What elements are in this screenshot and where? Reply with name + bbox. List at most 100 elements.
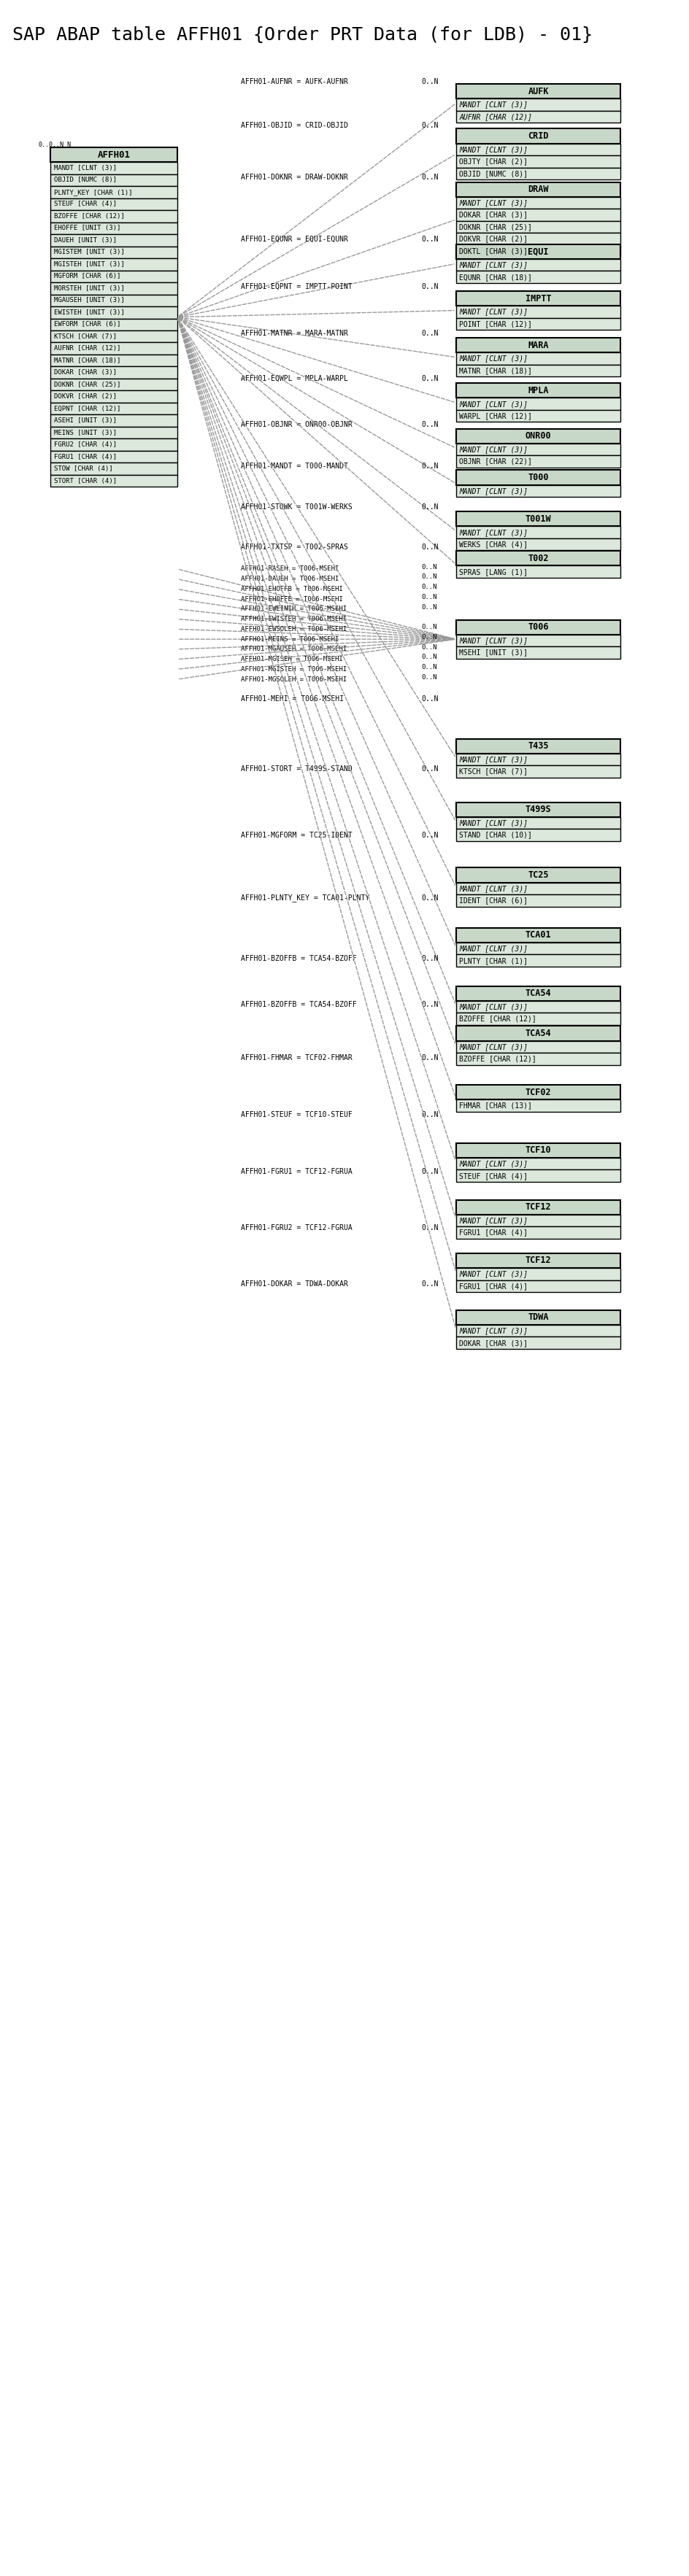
Text: 0..N: 0..N (421, 1110, 438, 1118)
Text: MANDT [CLNT (3)]: MANDT [CLNT (3)] (459, 1327, 527, 1334)
Text: 0..N: 0..N (421, 1167, 438, 1175)
Text: AFFH01-FGRU1 = TCF12-FGRUA: AFFH01-FGRU1 = TCF12-FGRUA (240, 1167, 352, 1175)
FancyBboxPatch shape (455, 999, 620, 1012)
Text: MANDT [CLNT (3)]: MANDT [CLNT (3)] (459, 1216, 527, 1224)
Text: AFFH01-FGRU2 = TCF12-FGRUA: AFFH01-FGRU2 = TCF12-FGRUA (240, 1224, 352, 1231)
Text: TC25: TC25 (527, 871, 548, 881)
Text: 0..N: 0..N (421, 644, 436, 652)
Text: AFFH01-FHMAR = TCF02-FHMAR: AFFH01-FHMAR = TCF02-FHMAR (240, 1054, 352, 1061)
Text: 0..N: 0..N (421, 1002, 438, 1007)
Text: FGRU1 [CHAR (4)]: FGRU1 [CHAR (4)] (459, 1283, 527, 1291)
Text: ONR00: ONR00 (525, 430, 551, 440)
Text: FHMAR [CHAR (13)]: FHMAR [CHAR (13)] (459, 1103, 531, 1110)
FancyBboxPatch shape (455, 752, 620, 765)
Text: 0..N: 0..N (421, 1224, 438, 1231)
Text: AFFH01-OBJID = CRID-OBJID: AFFH01-OBJID = CRID-OBJID (240, 121, 347, 129)
FancyBboxPatch shape (50, 283, 177, 294)
Text: OBJID [NUMC (8)]: OBJID [NUMC (8)] (459, 170, 527, 178)
FancyBboxPatch shape (455, 1025, 620, 1041)
Text: AFFH01-BZOFFB = TCA54-BZOFF: AFFH01-BZOFFB = TCA54-BZOFF (240, 1002, 356, 1007)
Text: POINT [CHAR (12)]: POINT [CHAR (12)] (459, 319, 531, 327)
FancyBboxPatch shape (50, 415, 177, 428)
Text: OBJNR [CHAR (22)]: OBJNR [CHAR (22)] (459, 459, 531, 466)
Text: MANDT [CLNT (3)]: MANDT [CLNT (3)] (459, 636, 527, 644)
FancyBboxPatch shape (50, 147, 177, 162)
Text: 0..N: 0..N (421, 675, 436, 680)
Text: FGRU2 [CHAR (4)]: FGRU2 [CHAR (4)] (54, 440, 116, 448)
Text: AFFH01-BZOFFB = TCA54-BZOFF: AFFH01-BZOFFB = TCA54-BZOFF (240, 956, 356, 963)
Text: 0..N: 0..N (421, 623, 436, 631)
Text: AFFH01-MGAUSEH = T006-MSEHI: AFFH01-MGAUSEH = T006-MSEHI (240, 647, 346, 652)
FancyBboxPatch shape (455, 1255, 620, 1267)
FancyBboxPatch shape (455, 471, 620, 484)
Text: 0..N: 0..N (421, 564, 436, 569)
Text: MANDT [CLNT (3)]: MANDT [CLNT (3)] (459, 1270, 527, 1278)
FancyBboxPatch shape (455, 337, 620, 353)
Text: AFFH01-EHOFFE = T006-MSEHI: AFFH01-EHOFFE = T006-MSEHI (240, 595, 342, 603)
Text: T001W: T001W (525, 515, 551, 523)
FancyBboxPatch shape (455, 196, 620, 209)
Text: 0..N: 0..N (421, 585, 436, 590)
Text: MARA: MARA (527, 340, 548, 350)
FancyBboxPatch shape (455, 567, 620, 577)
Text: 0..N: 0..N (421, 544, 438, 551)
Text: TCF12: TCF12 (525, 1203, 551, 1211)
FancyBboxPatch shape (50, 428, 177, 438)
Text: MANDT [CLNT (3)]: MANDT [CLNT (3)] (459, 147, 527, 152)
FancyBboxPatch shape (455, 1054, 620, 1064)
FancyBboxPatch shape (50, 222, 177, 234)
FancyBboxPatch shape (50, 343, 177, 355)
FancyBboxPatch shape (50, 247, 177, 258)
Text: 0..N: 0..N (421, 464, 438, 469)
Text: PLNTY [CHAR (1)]: PLNTY [CHAR (1)] (459, 956, 527, 963)
FancyBboxPatch shape (455, 513, 620, 526)
Text: 0..N: 0..N (421, 283, 438, 291)
Text: STOW [CHAR (4)]: STOW [CHAR (4)] (54, 466, 112, 471)
FancyBboxPatch shape (455, 894, 620, 907)
Text: 0..N: 0..N (421, 956, 438, 963)
Text: MANDT [CLNT (3)]: MANDT [CLNT (3)] (459, 355, 527, 363)
FancyBboxPatch shape (455, 1100, 620, 1113)
Text: AFFH01-EQPNT = IMPTT-POINT: AFFH01-EQPNT = IMPTT-POINT (240, 283, 352, 291)
Text: AFFH01-AUFNR = AUFK-AUFNR: AFFH01-AUFNR = AUFK-AUFNR (240, 77, 347, 85)
FancyBboxPatch shape (455, 765, 620, 778)
FancyBboxPatch shape (455, 428, 620, 443)
FancyBboxPatch shape (50, 392, 177, 402)
FancyBboxPatch shape (455, 956, 620, 966)
FancyBboxPatch shape (455, 456, 620, 466)
Text: BZOFFE [CHAR (12)]: BZOFFE [CHAR (12)] (54, 214, 124, 219)
Text: T000: T000 (527, 474, 548, 482)
FancyBboxPatch shape (50, 198, 177, 211)
Text: 0..N: 0..N (421, 420, 438, 428)
FancyBboxPatch shape (50, 451, 177, 464)
FancyBboxPatch shape (455, 943, 620, 956)
Text: 0..N: 0..N (421, 376, 438, 381)
Text: AFFH01-DOKNR = DRAW-DOKNR: AFFH01-DOKNR = DRAW-DOKNR (240, 173, 347, 180)
FancyBboxPatch shape (50, 185, 177, 198)
Text: DOKTL [CHAR (3)]: DOKTL [CHAR (3)] (459, 247, 527, 255)
FancyBboxPatch shape (50, 270, 177, 283)
FancyBboxPatch shape (50, 379, 177, 392)
Text: AFFH01-EWISTEH = T006-MSEHI: AFFH01-EWISTEH = T006-MSEHI (240, 616, 346, 623)
FancyBboxPatch shape (455, 817, 620, 829)
Text: MANDT [CLNT (3)]: MANDT [CLNT (3)] (459, 528, 527, 536)
Text: 0..N: 0..N (421, 502, 438, 510)
Text: AFFH01-MEINS = T006-MSEHI: AFFH01-MEINS = T006-MSEHI (240, 636, 338, 641)
Text: MORSTEH [UNIT (3)]: MORSTEH [UNIT (3)] (54, 286, 124, 291)
FancyBboxPatch shape (50, 234, 177, 247)
Text: MANDT [CLNT (3)]: MANDT [CLNT (3)] (459, 884, 527, 891)
FancyBboxPatch shape (50, 258, 177, 270)
Text: MEINS [UNIT (3)]: MEINS [UNIT (3)] (54, 430, 116, 435)
FancyBboxPatch shape (455, 291, 620, 307)
Text: 0..N: 0..N (421, 665, 436, 670)
Text: DOKAR [CHAR (3)]: DOKAR [CHAR (3)] (54, 368, 116, 376)
Text: KTSCH [CHAR (7)]: KTSCH [CHAR (7)] (54, 332, 116, 340)
FancyBboxPatch shape (455, 1337, 620, 1350)
FancyBboxPatch shape (455, 1200, 620, 1213)
Text: STEUF [CHAR (4)]: STEUF [CHAR (4)] (54, 201, 116, 209)
FancyBboxPatch shape (455, 384, 620, 397)
FancyBboxPatch shape (455, 245, 620, 260)
Text: STAND [CHAR (10)]: STAND [CHAR (10)] (459, 832, 531, 840)
Text: MANDT [CLNT (3)]: MANDT [CLNT (3)] (459, 399, 527, 407)
FancyBboxPatch shape (455, 1267, 620, 1280)
